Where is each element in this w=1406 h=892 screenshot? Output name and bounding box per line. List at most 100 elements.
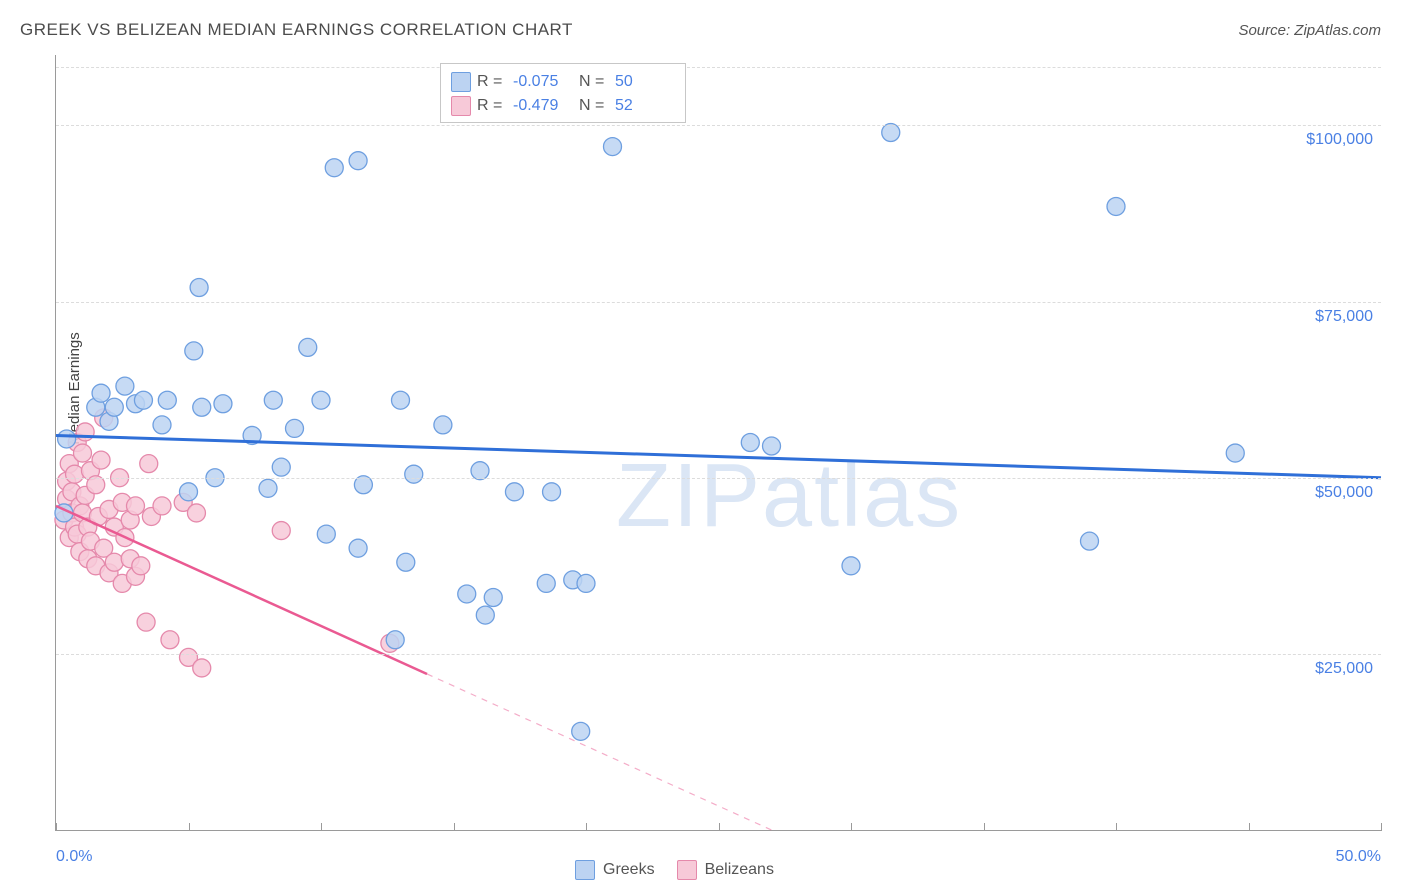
- legend-N-label: N =: [579, 73, 609, 91]
- trend-line-belizeans-dashed: [427, 674, 772, 830]
- data-point-greeks: [537, 574, 555, 592]
- data-point-belizeans: [193, 659, 211, 677]
- data-point-greeks: [185, 342, 203, 360]
- x-tick-label: 0.0%: [56, 848, 92, 866]
- data-point-belizeans: [66, 465, 84, 483]
- x-tick: [719, 823, 720, 831]
- data-point-greeks: [577, 574, 595, 592]
- data-point-belizeans: [105, 553, 123, 571]
- data-point-belizeans: [137, 613, 155, 631]
- data-point-greeks: [397, 553, 415, 571]
- y-tick-label: $50,000: [1315, 484, 1373, 502]
- swatch-greeks-icon: [575, 860, 595, 880]
- data-point-greeks: [434, 416, 452, 434]
- data-point-greeks: [272, 458, 290, 476]
- x-tick: [189, 823, 190, 831]
- data-point-greeks: [505, 483, 523, 501]
- legend-label-greeks: Greeks: [603, 861, 655, 879]
- data-point-greeks: [92, 384, 110, 402]
- data-point-greeks: [158, 391, 176, 409]
- data-point-greeks: [312, 391, 330, 409]
- data-point-greeks: [349, 539, 367, 557]
- data-point-greeks: [405, 465, 423, 483]
- legend-correlation: R = -0.075 N = 50 R = -0.479 N = 52: [440, 63, 686, 123]
- data-point-greeks: [317, 525, 335, 543]
- legend-item-greeks: Greeks: [575, 860, 655, 880]
- chart-svg: [56, 55, 1381, 830]
- data-point-belizeans: [272, 522, 290, 540]
- legend-R-value-greeks: -0.075: [513, 73, 573, 91]
- x-tick-label: 50.0%: [1336, 848, 1381, 866]
- data-point-greeks: [543, 483, 561, 501]
- data-point-greeks: [572, 722, 590, 740]
- data-point-greeks: [259, 479, 277, 497]
- legend-label-belizeans: Belizeans: [705, 861, 774, 879]
- data-point-greeks: [193, 398, 211, 416]
- x-tick: [56, 823, 57, 831]
- legend-series: Greeks Belizeans: [575, 860, 774, 880]
- data-point-belizeans: [153, 497, 171, 515]
- swatch-belizeans-icon: [677, 860, 697, 880]
- data-point-greeks: [58, 430, 76, 448]
- gridline: [56, 654, 1381, 655]
- trend-line-greeks: [56, 435, 1381, 477]
- data-point-greeks: [484, 589, 502, 607]
- data-point-greeks: [476, 606, 494, 624]
- legend-R-label: R =: [477, 73, 507, 91]
- data-point-greeks: [386, 631, 404, 649]
- data-point-belizeans: [76, 423, 94, 441]
- data-point-greeks: [1081, 532, 1099, 550]
- source-label: Source: ZipAtlas.com: [1238, 22, 1381, 39]
- data-point-belizeans: [92, 451, 110, 469]
- data-point-greeks: [1107, 197, 1125, 215]
- legend-R-label: R =: [477, 97, 507, 115]
- y-tick-label: $75,000: [1315, 308, 1373, 326]
- x-tick: [851, 823, 852, 831]
- data-point-greeks: [604, 138, 622, 156]
- legend-row-belizeans: R = -0.479 N = 52: [451, 94, 675, 118]
- x-tick: [321, 823, 322, 831]
- x-tick: [586, 823, 587, 831]
- chart-title: GREEK VS BELIZEAN MEDIAN EARNINGS CORREL…: [20, 20, 573, 40]
- legend-item-belizeans: Belizeans: [677, 860, 774, 880]
- legend-row-greeks: R = -0.075 N = 50: [451, 70, 675, 94]
- data-point-greeks: [286, 419, 304, 437]
- gridline: [56, 125, 1381, 126]
- legend-N-value-greeks: 50: [615, 73, 675, 91]
- data-point-greeks: [299, 338, 317, 356]
- swatch-greeks-icon: [451, 72, 471, 92]
- x-tick: [454, 823, 455, 831]
- data-point-greeks: [325, 159, 343, 177]
- x-tick: [1381, 823, 1382, 831]
- gridline: [56, 302, 1381, 303]
- swatch-belizeans-icon: [451, 96, 471, 116]
- data-point-greeks: [741, 434, 759, 452]
- data-point-belizeans: [74, 444, 92, 462]
- data-point-greeks: [458, 585, 476, 603]
- data-point-greeks: [190, 279, 208, 297]
- data-point-belizeans: [132, 557, 150, 575]
- y-tick-label: $25,000: [1315, 660, 1373, 678]
- x-tick: [1249, 823, 1250, 831]
- data-point-belizeans: [140, 455, 158, 473]
- data-point-greeks: [214, 395, 232, 413]
- x-tick: [984, 823, 985, 831]
- plot-area: ZIPatlas $25,000$50,000$75,000$100,0000.…: [55, 55, 1381, 831]
- gridline: [56, 478, 1381, 479]
- gridline: [56, 67, 1381, 68]
- data-point-greeks: [116, 377, 134, 395]
- legend-N-label: N =: [579, 97, 609, 115]
- data-point-greeks: [264, 391, 282, 409]
- trend-line-belizeans: [56, 506, 427, 674]
- data-point-greeks: [153, 416, 171, 434]
- data-point-greeks: [842, 557, 860, 575]
- data-point-belizeans: [127, 497, 145, 515]
- data-point-greeks: [392, 391, 410, 409]
- data-point-belizeans: [161, 631, 179, 649]
- data-point-greeks: [349, 152, 367, 170]
- data-point-greeks: [134, 391, 152, 409]
- data-point-belizeans: [187, 504, 205, 522]
- legend-N-value-belizeans: 52: [615, 97, 675, 115]
- data-point-greeks: [1226, 444, 1244, 462]
- data-point-greeks: [180, 483, 198, 501]
